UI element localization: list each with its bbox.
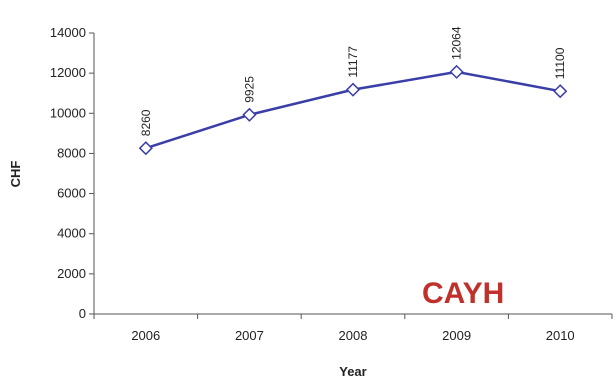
data-point-marker xyxy=(345,82,361,97)
x-tick-label: 2009 xyxy=(442,328,471,343)
data-point-marker xyxy=(242,107,257,122)
y-tick-label: 0 xyxy=(79,306,86,321)
y-axis-title: CHF xyxy=(8,161,23,188)
y-tick-label: 10000 xyxy=(50,105,86,120)
x-tick-label: 2010 xyxy=(546,328,575,343)
data-label: 9925 xyxy=(242,76,256,103)
y-tick-label: 4000 xyxy=(57,226,86,241)
x-tick-label: 2007 xyxy=(235,328,264,343)
y-tick-label: 2000 xyxy=(57,266,86,281)
x-axis-title: Year xyxy=(339,364,366,379)
data-point-marker xyxy=(553,84,568,99)
y-tick-label: 14000 xyxy=(50,25,86,40)
data-point-marker xyxy=(449,64,464,79)
data-labels: 8260 9925 11177 12064 11100 xyxy=(139,26,567,136)
y-ticks: 0 2000 4000 6000 8000 10000 12000 14000 xyxy=(50,25,94,321)
series-layer xyxy=(138,64,568,156)
y-tick-label: 12000 xyxy=(50,65,86,80)
data-label: 11100 xyxy=(553,47,567,79)
data-point-marker xyxy=(138,141,153,156)
x-ticks: 2006 2007 2008 2009 2010 xyxy=(93,314,613,343)
data-label: 12064 xyxy=(450,26,464,60)
cayh-annotation: CAYH xyxy=(422,277,504,310)
y-tick-label: 8000 xyxy=(57,145,86,160)
x-tick-label: 2006 xyxy=(131,328,160,343)
data-label: 8260 xyxy=(139,109,153,136)
data-label: 11177 xyxy=(346,46,360,78)
y-tick-label: 6000 xyxy=(57,186,86,201)
x-tick-label: 2008 xyxy=(339,328,368,343)
